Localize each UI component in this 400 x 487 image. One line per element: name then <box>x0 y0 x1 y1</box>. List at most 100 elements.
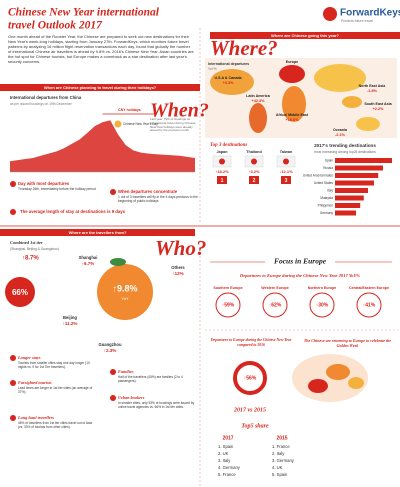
region-name: Latin America <box>246 94 271 98</box>
intro: One month ahead of the Rooster Year, the… <box>8 34 194 64</box>
tier-label: Combined 1st tier <box>10 240 43 245</box>
city-change: ↑2.3% <box>104 348 117 353</box>
region-value: -1.8% <box>367 89 378 93</box>
annotation: Chinese New Year's Day <box>123 122 158 126</box>
tier-circle <box>5 277 35 307</box>
region-value: -2.1% <box>335 133 346 137</box>
continent <box>314 64 366 92</box>
trait-text: 46% of travellers from 1st tier cities t… <box>18 421 93 429</box>
returning-box: The Chinese are returning to Europe to c… <box>303 338 392 348</box>
country <box>326 364 350 380</box>
bar <box>335 180 374 186</box>
note-box: Last year, 79% of bookings for internati… <box>150 118 196 133</box>
compare-value: ↑56% <box>244 375 257 381</box>
continent <box>279 65 305 83</box>
icon <box>110 369 116 375</box>
trait-text-box: In smaller cities, only 53% of bookings … <box>118 401 195 409</box>
region-value: +2.2% <box>373 107 384 111</box>
region-circle <box>356 292 382 318</box>
city-change: ↑12% <box>172 271 183 276</box>
logo-icon <box>323 7 337 21</box>
europe-change: ↑30% <box>316 302 329 308</box>
continent <box>342 96 362 108</box>
region-value: +3.3% <box>223 81 234 85</box>
section-heading: Where? <box>210 36 278 60</box>
trait-text-box: Tourists from smaller cities stay one da… <box>18 361 90 369</box>
icon <box>10 209 16 215</box>
trait-text: In smaller cities, only 53% of bookings … <box>118 401 195 409</box>
compare-title: Departures to Europe during the Chinese … <box>210 338 292 347</box>
item-title: When departures concentrate <box>118 189 178 194</box>
banner <box>0 229 195 236</box>
continent <box>210 69 254 95</box>
chart-subtitle: most increasing among top25 destinations <box>314 150 376 154</box>
rank: 3 <box>285 178 288 184</box>
trait-title: Longer stays <box>17 355 41 360</box>
europe-change: ↑59% <box>222 302 235 308</box>
region-value: +18.6% <box>286 118 300 122</box>
chart-label: International departures from China <box>10 95 82 100</box>
icon <box>10 181 16 187</box>
note: Last year, 79% of bookings for internati… <box>150 118 196 133</box>
tier-sub: (Shanghai, Beijing & Guangzhou) <box>10 247 59 251</box>
europe-change: ↑41% <box>363 302 376 308</box>
tier-share: 66% <box>12 288 28 297</box>
world-map <box>205 58 397 138</box>
chart-sublabel: as per issued bookings on 19th December <box>10 102 73 106</box>
category-label: Russia <box>323 166 333 170</box>
brand: ForwardKeys <box>340 8 400 19</box>
item-title: Day with most departures <box>18 181 70 186</box>
bar <box>335 195 364 201</box>
banner-text: When are Chinese planning to travel duri… <box>44 85 157 90</box>
region-name: U.S.A & Canada <box>214 76 242 80</box>
vs-title: 2017 vs 2015 <box>233 407 266 413</box>
region-circle <box>309 292 335 318</box>
region-circle <box>215 292 241 318</box>
bar <box>335 165 383 171</box>
top5-item: 5. France <box>218 472 236 477</box>
category-label: United States <box>314 181 334 185</box>
destination-change: ↓12.1% <box>279 169 293 174</box>
top5-item: 4. UK <box>272 465 283 470</box>
continent <box>249 103 267 133</box>
region-value: +42.3% <box>252 99 266 103</box>
top5-item: 1. France <box>272 444 290 449</box>
trait-title: Long haul travellers <box>17 415 54 420</box>
lantern <box>114 120 122 128</box>
city-change: ↑11.2% <box>63 321 78 326</box>
top5-item: 3. Germany <box>272 458 295 463</box>
icon <box>110 395 116 401</box>
trait-text-box: 46% of travellers from 1st tier cities t… <box>18 421 93 429</box>
trait-title: Families <box>118 369 134 374</box>
destination: Thailand <box>246 150 262 154</box>
category-label: Malaysia <box>320 196 333 200</box>
rank-box <box>249 176 259 184</box>
returning: The Chinese are returning to Europe to c… <box>303 338 392 348</box>
banner-text: Where are Chinese going this year? <box>271 33 340 38</box>
year: 2017 <box>222 435 233 441</box>
rank-box <box>217 176 227 184</box>
compare-title-box: Departures to Europe during the Chinese … <box>210 338 292 347</box>
top5-item: 1. Spain <box>218 444 234 449</box>
tier-change: ↑8.7% <box>22 256 39 262</box>
top5-item: 2. UK <box>218 451 229 456</box>
region-circle <box>262 292 288 318</box>
category-label: Philippines <box>318 203 334 207</box>
area <box>10 120 195 172</box>
category-label: Germany <box>320 211 334 215</box>
trait-title: Farsighted tourists <box>18 380 52 385</box>
continent <box>282 86 306 122</box>
region-name: Europe <box>286 60 298 64</box>
chart-title: 2017's trending destinations <box>314 143 376 148</box>
section-heading: When? <box>150 100 209 122</box>
bar <box>335 188 368 193</box>
continent <box>356 117 380 131</box>
europe-region: Western Europe <box>261 286 289 290</box>
title: Chinese New Year international <box>8 7 160 19</box>
flag-mark <box>283 158 289 165</box>
region-value: +68.5% <box>286 65 300 69</box>
rank: 2 <box>253 178 256 184</box>
brand-tagline: Predicts future travel <box>341 19 373 23</box>
europe-region: Southern Europe <box>213 286 242 290</box>
